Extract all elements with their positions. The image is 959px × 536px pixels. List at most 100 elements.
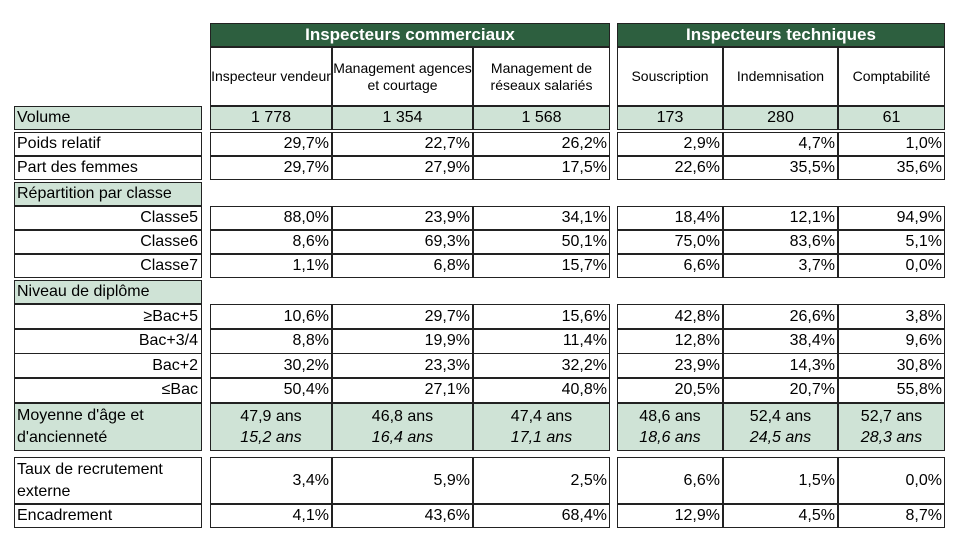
table-cell: 88,0% [210, 206, 332, 230]
table-cell: 47,9 ans 15,2 ans [210, 403, 332, 451]
table-cell: 22,7% [332, 132, 473, 156]
table-cell: 8,8% [210, 328, 332, 354]
table-cell: 46,8 ans 16,4 ans [332, 403, 473, 451]
table-cell: 43,6% [332, 504, 473, 528]
group-header-commerciaux: Inspecteurs commerciaux [210, 23, 610, 47]
table-cell: 15,7% [473, 254, 610, 278]
column-header: Indemnisation [723, 47, 838, 106]
anciennete-value: 15,2 ans [240, 429, 302, 446]
table-cell: 20,5% [617, 377, 723, 403]
table-cell: 61 [838, 106, 945, 130]
age-value: 48,6 ans [639, 408, 701, 425]
table-cell: 52,4 ans 24,5 ans [723, 403, 838, 451]
table-cell: 75,0% [617, 230, 723, 254]
table-cell: 3,8% [838, 304, 945, 329]
group-header-techniques: Inspecteurs techniques [617, 23, 945, 47]
table-cell: 4,1% [210, 504, 332, 528]
row-label-volume: Volume [14, 106, 202, 130]
table-cell: 280 [723, 106, 838, 130]
column-header: Comptabilité [838, 47, 945, 106]
table-cell: 40,8% [473, 377, 610, 403]
table-cell: 55,8% [838, 377, 945, 403]
table-cell: 1,1% [210, 254, 332, 278]
row-label-recrutement: Taux de recrutement externe [14, 457, 202, 504]
table-cell: 48,6 ans 18,6 ans [617, 403, 723, 451]
table-cell: 38,4% [723, 328, 838, 354]
age-value: 52,7 ans [860, 408, 923, 425]
table-cell: 32,2% [473, 353, 610, 378]
row-label-classe: Classe5 [14, 206, 202, 230]
row-label-diplome: Bac+3/4 [14, 328, 202, 354]
row-label-diplome: ≥Bac+5 [14, 304, 202, 329]
table-cell: 18,4% [617, 206, 723, 230]
table-cell: 29,7% [332, 304, 473, 329]
table-cell: 83,6% [723, 230, 838, 254]
table-cell: 34,1% [473, 206, 610, 230]
table-cell: 173 [617, 106, 723, 130]
row-label-femmes: Part des femmes [14, 156, 202, 180]
table-cell: 1,5% [723, 457, 838, 504]
table-cell: 69,3% [332, 230, 473, 254]
table-cell: 47,4 ans 17,1 ans [473, 403, 610, 451]
table-cell: 2,5% [473, 457, 610, 504]
table-cell: 23,9% [332, 206, 473, 230]
section-title-classe: Répartition par classe [14, 182, 202, 206]
anciennete-value: 17,1 ans [510, 429, 573, 446]
anciennete-value: 16,4 ans [371, 429, 434, 446]
table-cell: 3,4% [210, 457, 332, 504]
table-cell: 30,8% [838, 353, 945, 378]
table-cell: 26,6% [723, 304, 838, 329]
table-cell: 8,7% [838, 504, 945, 528]
age-value: 47,4 ans [510, 408, 573, 425]
table-cell: 23,3% [332, 353, 473, 378]
table-cell: 23,9% [617, 353, 723, 378]
table-cell: 68,4% [473, 504, 610, 528]
anciennete-value: 28,3 ans [860, 429, 923, 446]
table-cell: 3,7% [723, 254, 838, 278]
section-title-diplome: Niveau de diplôme [14, 280, 202, 304]
table-cell: 29,7% [210, 132, 332, 156]
table-cell: 27,9% [332, 156, 473, 180]
table-cell: 6,6% [617, 254, 723, 278]
age-value: 47,9 ans [240, 408, 302, 425]
anciennete-value: 24,5 ans [749, 429, 812, 446]
table-cell: 4,7% [723, 132, 838, 156]
table-cell: 35,6% [838, 156, 945, 180]
row-label-poids: Poids relatif [14, 132, 202, 156]
table-cell: 1,0% [838, 132, 945, 156]
anciennete-value: 18,6 ans [639, 429, 701, 446]
table-cell: 52,7 ans 28,3 ans [838, 403, 945, 451]
age-value: 52,4 ans [749, 408, 812, 425]
table-cell: 15,6% [473, 304, 610, 329]
column-header: Management de réseaux salariés [473, 47, 610, 106]
table-cell: 5,9% [332, 457, 473, 504]
row-label-diplome: Bac+2 [14, 353, 202, 378]
table-cell: 9,6% [838, 328, 945, 354]
table-cell: 17,5% [473, 156, 610, 180]
table-cell: 1 778 [210, 106, 332, 130]
table-cell: 50,1% [473, 230, 610, 254]
row-label-classe: Classe6 [14, 230, 202, 254]
table-cell: 4,5% [723, 504, 838, 528]
column-header: Souscription [617, 47, 723, 106]
table-cell: 29,7% [210, 156, 332, 180]
table-cell: 1 568 [473, 106, 610, 130]
row-label-classe: Classe7 [14, 254, 202, 278]
table-cell: 20,7% [723, 377, 838, 403]
table-cell: 30,2% [210, 353, 332, 378]
table-cell: 11,4% [473, 328, 610, 354]
table-cell: 94,9% [838, 206, 945, 230]
table-cell: 22,6% [617, 156, 723, 180]
column-header: Management agences et courtage [332, 47, 473, 106]
table-cell: 50,4% [210, 377, 332, 403]
table-cell: 2,9% [617, 132, 723, 156]
row-label-diplome: ≤Bac [14, 377, 202, 403]
table-cell: 10,6% [210, 304, 332, 329]
age-value: 46,8 ans [371, 408, 434, 425]
column-header: Inspecteur vendeur [210, 47, 332, 106]
table-cell: 14,3% [723, 353, 838, 378]
table-cell: 8,6% [210, 230, 332, 254]
row-label-encadrement: Encadrement [14, 504, 202, 528]
table-cell: 5,1% [838, 230, 945, 254]
table-cell: 6,8% [332, 254, 473, 278]
